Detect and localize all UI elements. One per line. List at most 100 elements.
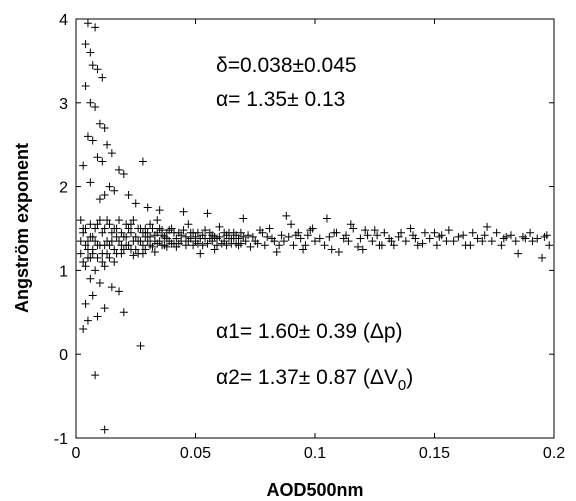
data-point	[320, 241, 329, 250]
data-point	[540, 232, 549, 241]
alpha2-annotation: α2= 1.37± 0.87 (ΔV0)	[216, 366, 413, 394]
data-point	[260, 241, 269, 250]
data-point	[88, 61, 97, 70]
data-point	[91, 237, 100, 246]
data-point	[437, 231, 446, 240]
data-point	[177, 237, 186, 246]
data-point	[105, 220, 114, 229]
data-point	[138, 241, 147, 250]
data-point	[143, 203, 152, 212]
data-point	[86, 274, 95, 283]
data-point	[248, 232, 257, 241]
data-point	[148, 224, 157, 233]
data-point	[119, 170, 128, 179]
data-points	[76, 19, 554, 434]
data-point	[186, 228, 195, 237]
data-point	[370, 226, 379, 235]
data-point	[196, 249, 205, 258]
data-point	[81, 40, 90, 49]
data-point	[110, 186, 119, 195]
data-point	[124, 241, 133, 250]
data-point	[100, 262, 109, 271]
data-point	[119, 308, 128, 317]
data-point	[95, 278, 104, 287]
data-point	[107, 283, 116, 292]
data-point	[143, 228, 152, 237]
data-point	[375, 241, 384, 250]
data-point	[115, 237, 124, 246]
data-point	[122, 232, 131, 241]
data-point	[143, 237, 152, 246]
data-point	[184, 220, 193, 229]
data-point	[81, 299, 90, 308]
x-tick-label: 0.2	[543, 445, 565, 462]
data-point	[181, 241, 190, 250]
data-point	[533, 234, 542, 243]
data-point	[394, 232, 403, 241]
data-point	[158, 226, 167, 235]
data-point	[406, 224, 415, 233]
y-tick-label: 3	[59, 96, 68, 113]
data-point	[105, 182, 114, 191]
data-point	[220, 237, 229, 246]
data-point	[253, 239, 262, 248]
data-point	[134, 224, 143, 233]
data-point	[322, 214, 331, 223]
data-point	[131, 245, 140, 254]
data-point	[88, 291, 97, 300]
data-point	[442, 237, 451, 246]
data-point	[93, 65, 102, 74]
data-point	[389, 241, 398, 250]
data-point	[275, 241, 284, 250]
data-point	[344, 237, 353, 246]
data-point	[473, 234, 482, 243]
y-axis-ticks: -1 0 1 2 3 4	[54, 12, 554, 448]
data-point	[107, 149, 116, 158]
data-point	[444, 226, 453, 235]
data-point	[98, 228, 107, 237]
data-point	[203, 239, 212, 248]
data-point	[103, 216, 112, 225]
data-point	[361, 226, 370, 235]
data-point	[126, 220, 135, 229]
data-point	[224, 228, 233, 237]
data-point	[258, 228, 267, 237]
data-point	[480, 231, 489, 240]
data-point	[506, 231, 515, 240]
data-point	[86, 178, 95, 187]
data-point	[487, 237, 496, 246]
data-point	[86, 220, 95, 229]
data-point	[129, 251, 138, 260]
data-point	[138, 157, 147, 166]
data-point	[105, 253, 114, 262]
data-point	[210, 245, 219, 254]
data-point	[119, 245, 128, 254]
data-point	[284, 232, 293, 241]
data-point	[91, 224, 100, 233]
y-tick-label: 4	[59, 12, 68, 29]
data-point	[184, 237, 193, 246]
data-point	[98, 73, 107, 82]
data-point	[112, 232, 121, 241]
data-point	[93, 253, 102, 262]
data-point	[160, 232, 169, 241]
data-point	[83, 316, 92, 325]
data-point	[511, 237, 520, 246]
data-point	[263, 232, 272, 241]
data-point	[131, 199, 140, 208]
data-point	[88, 232, 97, 241]
x-axis-ticks: 0 0.05 0.1 0.15 0.2	[72, 19, 565, 462]
data-point	[203, 209, 212, 218]
data-point	[81, 241, 90, 250]
x-tick-label: 0	[72, 445, 81, 462]
data-point	[153, 216, 162, 225]
data-point	[100, 241, 109, 250]
data-point	[492, 228, 501, 237]
data-point	[368, 237, 377, 246]
data-point	[83, 245, 92, 254]
data-point	[296, 234, 305, 243]
data-point	[272, 247, 281, 256]
data-point	[461, 241, 470, 250]
data-point	[201, 226, 210, 235]
data-point	[499, 234, 508, 243]
